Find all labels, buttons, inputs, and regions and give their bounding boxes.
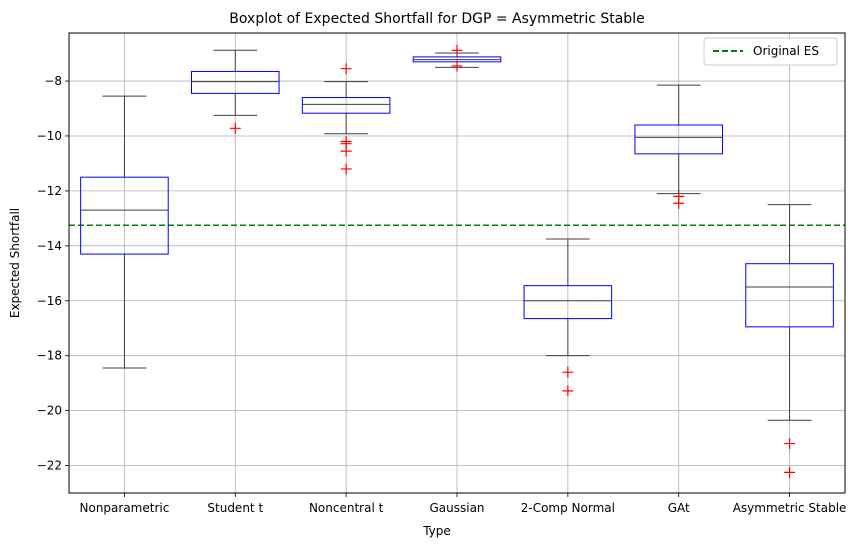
- y-tick-label: −10: [37, 129, 62, 143]
- outlier-marker: [451, 44, 463, 56]
- box-iqr: [745, 263, 834, 328]
- x-tick-label: Noncentral t: [309, 501, 384, 515]
- outlier-marker: [562, 385, 574, 397]
- outlier-marker: [340, 163, 352, 175]
- legend-frame: [703, 37, 838, 66]
- legend-entry-original-es: Original ES: [753, 44, 819, 58]
- y-axis-label: Expected Shortfall: [8, 208, 22, 318]
- box-iqr: [80, 176, 169, 255]
- y-tick-label: −22: [37, 459, 62, 473]
- axis-ticks: −8 −10 −12 −14 −16 −18 −20 −22 Nonparametric Stud…: [37, 74, 847, 515]
- box-group: [745, 204, 834, 478]
- box-group: [523, 238, 613, 397]
- y-tick-label: −20: [37, 404, 62, 418]
- x-axis-label: Type: [422, 524, 451, 538]
- box-group: [634, 84, 724, 209]
- y-tick-label: −14: [37, 239, 62, 253]
- x-tick-label: Nonparametric: [80, 501, 170, 515]
- outlier-marker: [673, 197, 685, 209]
- y-tick-label: −16: [37, 294, 62, 308]
- y-tick-label: −18: [37, 349, 62, 363]
- x-tick-label: Gaussian: [429, 501, 484, 515]
- outlier-marker: [340, 63, 352, 75]
- boxes-layer: [80, 44, 834, 478]
- x-tick-label: Student t: [207, 501, 263, 515]
- box-group: [190, 49, 280, 134]
- chart-title: Boxplot of Expected Shortfall for DGP = …: [229, 11, 644, 27]
- box-group: [412, 44, 502, 72]
- y-tick-label: −12: [37, 184, 62, 198]
- legend: Original ES: [703, 37, 838, 66]
- outlier-marker: [229, 122, 241, 134]
- box-group: [301, 63, 391, 175]
- outlier-marker: [340, 145, 352, 157]
- x-tick-label: 2-Comp Normal: [521, 501, 615, 515]
- y-tick-label: −8: [44, 74, 62, 88]
- box-iqr: [634, 124, 724, 155]
- outlier-marker: [784, 438, 796, 450]
- box-iqr: [523, 285, 613, 320]
- box-iqr: [190, 70, 280, 94]
- box-iqr: [301, 97, 391, 114]
- outlier-marker: [451, 60, 463, 72]
- x-tick-label: GAt: [668, 501, 690, 515]
- box-group: [80, 95, 169, 369]
- plot-area-frame: [68, 32, 846, 494]
- outlier-marker: [562, 366, 574, 378]
- outlier-marker: [784, 466, 796, 478]
- x-tick-label: Asymmetric Stable: [733, 501, 847, 515]
